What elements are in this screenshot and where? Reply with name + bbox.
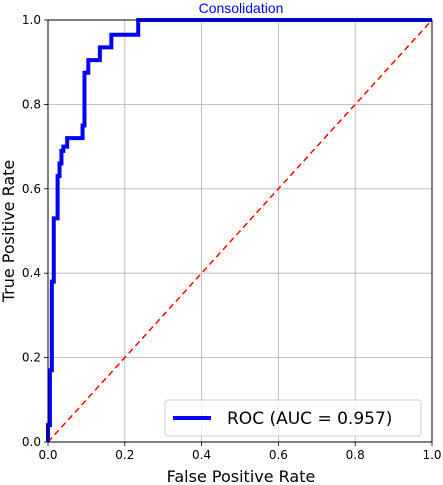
x-tick-label: 0.6: [269, 448, 288, 462]
x-axis-label: False Positive Rate: [167, 467, 316, 485]
x-tick-label: 0.4: [192, 448, 211, 462]
y-axis-label: True Positive Rate: [0, 160, 18, 304]
legend-box: [164, 399, 422, 437]
y-tick-label: 1.0: [22, 13, 41, 27]
legend: ROC (AUC = 0.957): [164, 399, 422, 437]
y-tick-label: 0.6: [22, 182, 41, 196]
chance-line: [47, 19, 433, 443]
plot-frame: [47, 19, 433, 443]
y-axis-ticks: 0.0 0.2 0.4 0.6 0.8 1.0: [22, 13, 48, 449]
x-axis-ticks: 0.0 0.2 0.4 0.6 0.8 1.0: [38, 442, 442, 462]
legend-label: ROC (AUC = 0.957): [227, 409, 392, 429]
x-tick-label: 0.0: [38, 448, 57, 462]
y-tick-label: 0.4: [22, 266, 41, 280]
x-tick-label: 0.2: [115, 448, 134, 462]
y-tick-label: 0.0: [22, 435, 41, 449]
y-tick-label: 0.2: [22, 351, 41, 365]
y-tick-label: 0.8: [22, 97, 41, 111]
chart-title: Consolidation: [199, 0, 284, 16]
roc-curve: [46, 18, 432, 442]
x-tick-label: 0.8: [346, 448, 365, 462]
x-tick-label: 1.0: [422, 448, 441, 462]
